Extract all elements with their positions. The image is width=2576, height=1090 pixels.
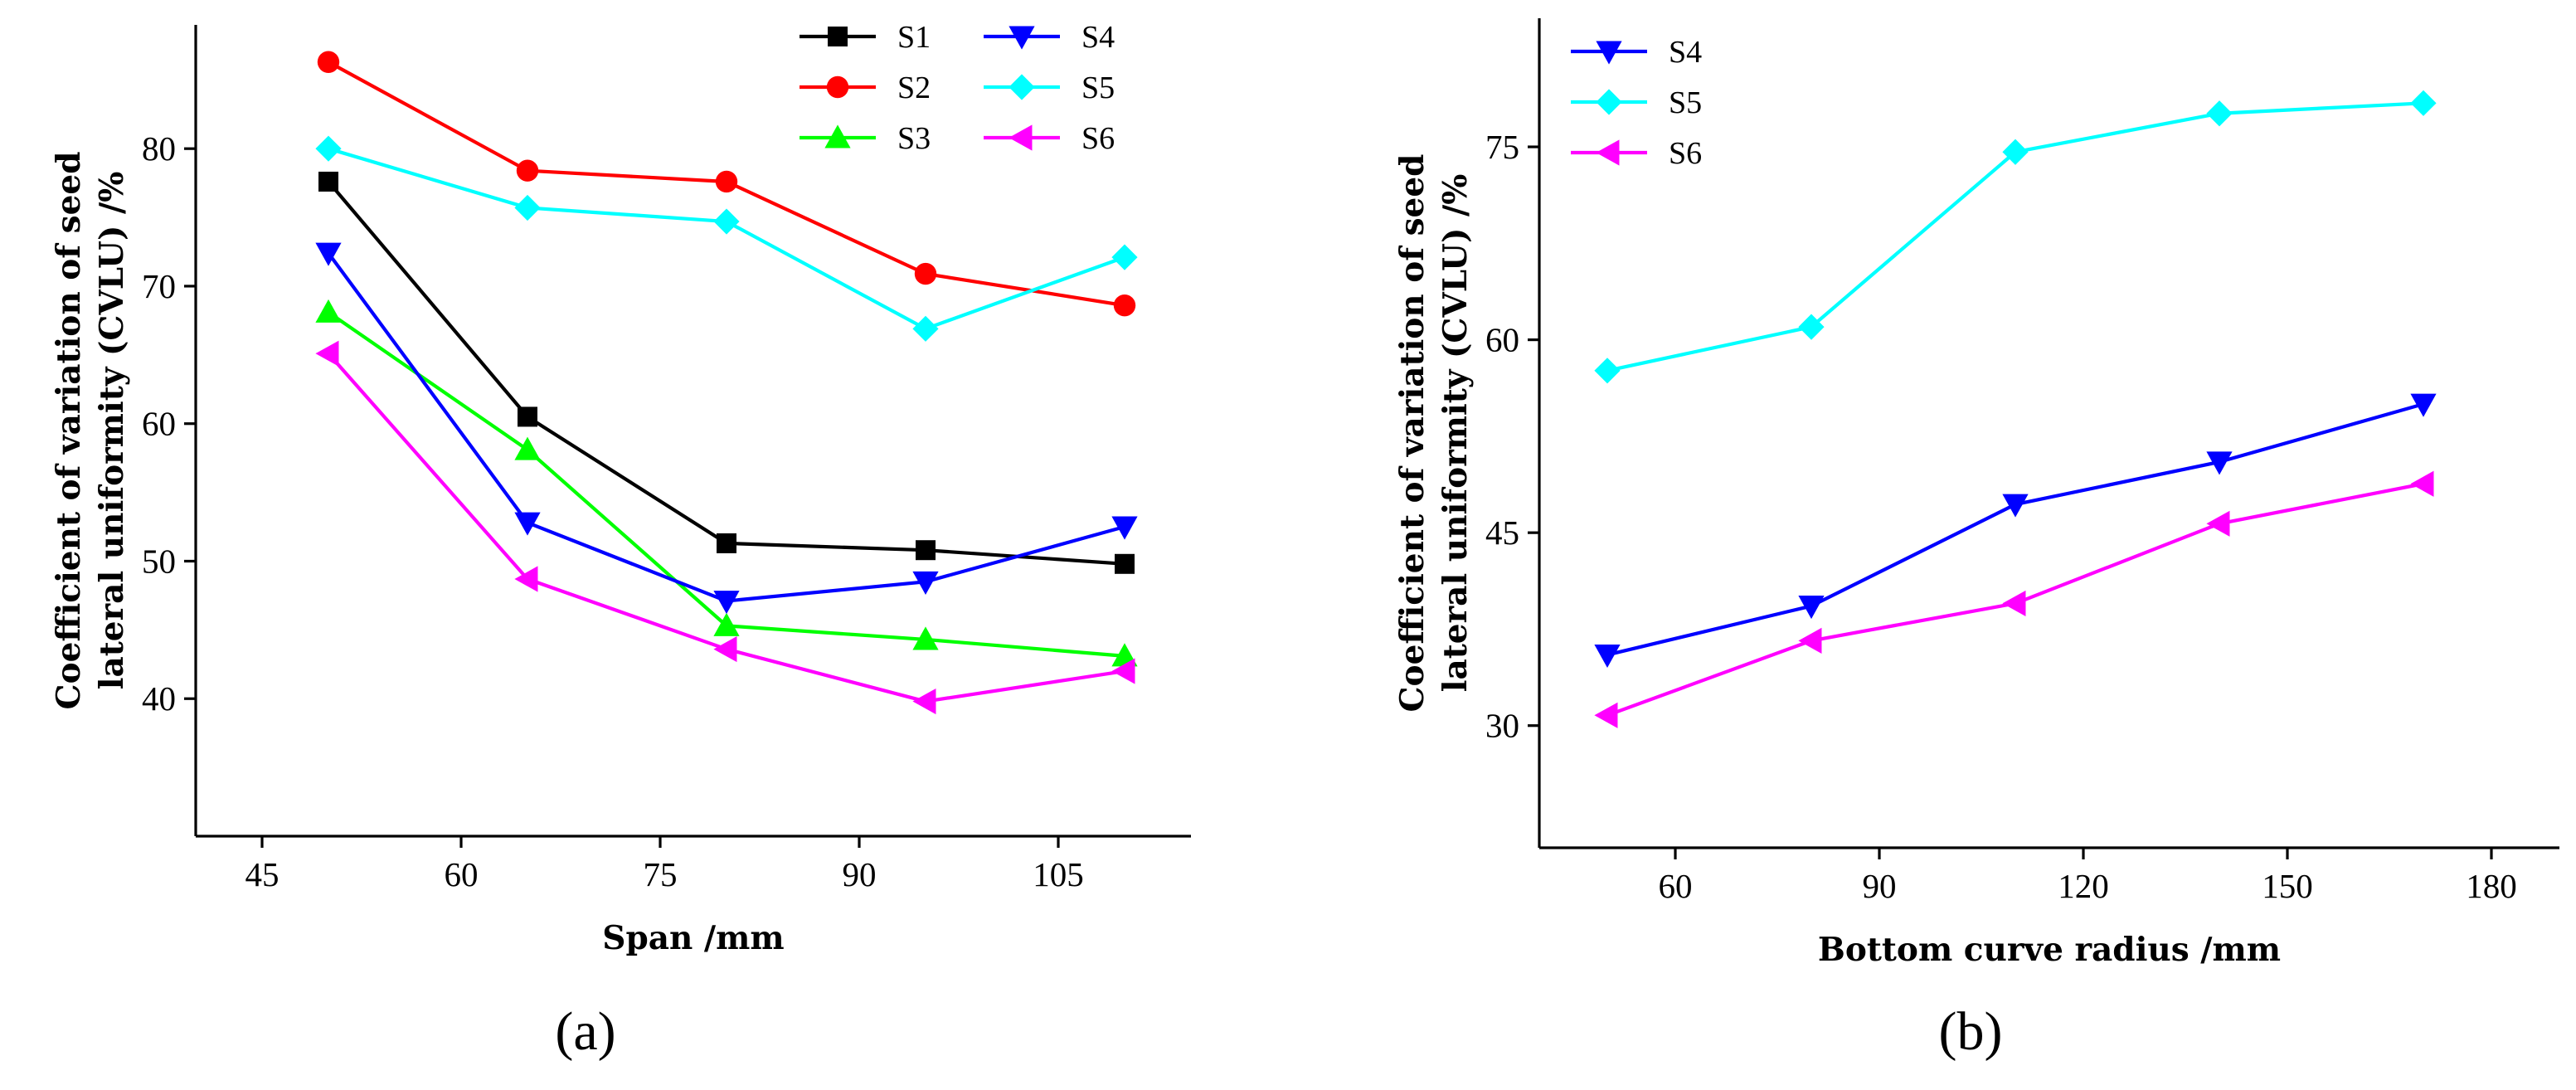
legend-label-s5: S5 [1669, 85, 1702, 120]
data-point-s6 [315, 340, 339, 367]
data-point-s5 [1111, 244, 1138, 270]
x-tick-label: 60 [1659, 867, 1693, 905]
legend-marker-s6 [1009, 124, 1033, 151]
y-axis-title-line-2: lateral uniformity (CVLU) /% [1436, 174, 1475, 693]
legend-marker-s4 [1009, 26, 1035, 50]
data-point-s5 [912, 315, 939, 342]
y-tick-label: 70 [142, 267, 176, 305]
series-line-s1 [327, 180, 1125, 566]
series-line-s4 [1606, 402, 2424, 657]
legend-marker-s5 [1009, 74, 1035, 100]
legend-marker-s1 [828, 27, 848, 46]
legend-marker-s4 [1596, 41, 1622, 65]
x-axis-title: Span /mm [602, 919, 784, 957]
data-point-s3 [713, 612, 740, 636]
legend-label-s2: S2 [897, 71, 931, 105]
legend-label-s4: S4 [1669, 35, 1702, 70]
chart-b: 60 90 120 150 180 30 45 60 75 Bottom curve radius… [1393, 18, 2559, 969]
panel-label-a: (a) [555, 1001, 615, 1062]
data-point-s2 [1113, 294, 1136, 317]
data-point-s5 [2410, 90, 2437, 116]
legend-label-s5: S5 [1081, 71, 1115, 105]
legend-label-s6: S6 [1081, 121, 1115, 156]
data-point-s1 [1115, 553, 1135, 574]
y-axis-title-line-2: lateral uniformity (CVLU) /% [93, 172, 131, 690]
data-point-s6 [912, 688, 936, 715]
data-point-s5 [2206, 100, 2233, 127]
x-tick-label: 90 [1863, 867, 1897, 905]
chart-a: 45 60 75 90 105 40 50 60 70 80 Span /mm Coefficient… [50, 20, 1191, 957]
data-point-s3 [514, 436, 541, 460]
data-point-s4 [713, 591, 740, 615]
data-point-s6 [2002, 590, 2026, 617]
data-point-s4 [514, 512, 541, 536]
legend-label-s1: S1 [897, 20, 931, 55]
data-point-s6 [1798, 627, 1822, 654]
data-point-s1 [518, 406, 537, 427]
data-point-s6 [1594, 702, 1618, 728]
legend-marker-s5 [1596, 89, 1622, 115]
data-point-s6 [713, 635, 737, 663]
data-point-s5 [1594, 358, 1621, 384]
x-axis-title: Bottom curve radius /mm [1818, 931, 2281, 969]
data-point-s6 [1111, 658, 1135, 684]
data-point-s4 [2206, 451, 2233, 475]
legend: S1 S2 S3 S4 S5 S6 [800, 20, 1115, 156]
y-axis-title-line-1: Coefficient of variation of seed [50, 152, 88, 710]
legend: S4 S5 S6 [1571, 35, 1702, 171]
legend-marker-s2 [826, 75, 849, 99]
data-point-s4 [2410, 393, 2437, 417]
y-tick-label: 50 [142, 542, 176, 580]
data-point-s2 [317, 51, 340, 73]
x-tick-label: 60 [445, 855, 479, 893]
x-tick-label: 120 [2058, 867, 2109, 905]
y-axis-title-line-1: Coefficient of variation of seed [1393, 154, 1431, 713]
y-tick-label: 30 [1485, 707, 1519, 745]
y-tick-label: 60 [1485, 321, 1519, 359]
y-tick-label: 60 [142, 405, 176, 443]
data-point-s3 [912, 626, 939, 650]
data-point-s5 [2002, 139, 2029, 165]
data-point-s4 [1594, 644, 1621, 669]
x-tick-label: 90 [843, 855, 877, 893]
legend-label-s3: S3 [897, 121, 931, 156]
data-point-s5 [315, 135, 342, 162]
x-tick-label: 105 [1033, 855, 1084, 893]
data-point-s2 [516, 159, 539, 182]
data-point-s4 [912, 571, 939, 595]
x-tick-label: 150 [2262, 867, 2313, 905]
legend-marker-s6 [1596, 139, 1620, 166]
data-point-s6 [514, 566, 538, 592]
data-point-s2 [914, 262, 937, 285]
y-tick-label: 75 [1485, 128, 1519, 166]
panel-label-b: (b) [1939, 1001, 2003, 1062]
legend-marker-s3 [824, 124, 851, 148]
data-point-s5 [1798, 314, 1825, 340]
data-point-s5 [514, 194, 541, 221]
y-tick-label: 45 [1485, 513, 1519, 552]
data-point-s3 [315, 299, 342, 323]
data-point-s1 [318, 171, 338, 192]
data-point-s6 [2410, 470, 2434, 497]
x-tick-label: 180 [2466, 867, 2517, 905]
legend-label-s6: S6 [1669, 136, 1702, 171]
data-point-s2 [715, 170, 738, 193]
data-point-s1 [717, 533, 736, 553]
x-tick-label: 75 [644, 855, 678, 893]
data-point-s6 [2206, 510, 2230, 537]
data-point-s4 [1111, 516, 1138, 540]
data-point-s4 [1798, 596, 1825, 620]
y-tick-label: 40 [142, 679, 176, 718]
legend-label-s4: S4 [1081, 20, 1115, 55]
data-point-s5 [713, 208, 740, 235]
data-point-s1 [916, 540, 936, 561]
data-point-s4 [315, 242, 342, 266]
data-point-s4 [2002, 494, 2029, 518]
x-tick-label: 45 [245, 855, 279, 893]
y-tick-label: 80 [142, 129, 176, 168]
